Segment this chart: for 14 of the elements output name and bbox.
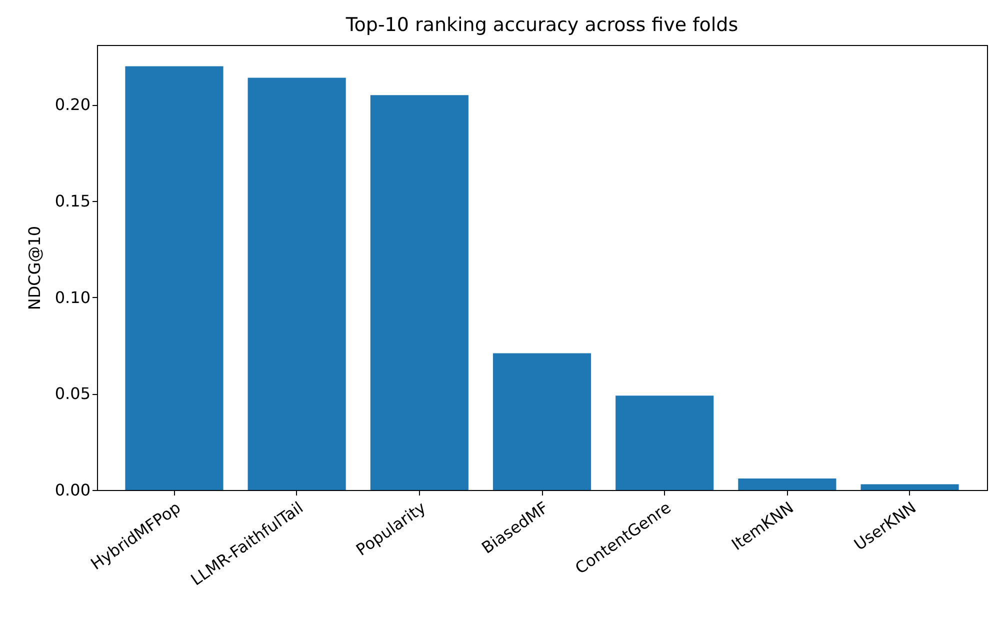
y-axis-title: NDCG@10 [24,226,44,310]
bar [738,478,836,490]
bar [492,353,592,490]
bar [370,95,468,490]
y-tick-label: 0.10 [54,288,90,307]
bar [248,78,346,490]
chart-title: Top-10 ranking accuracy across five folds [344,14,738,36]
bar [616,396,714,490]
y-tick-label: 0.20 [54,95,90,114]
y-tick-label: 0.15 [54,192,90,211]
y-tick-label: 0.05 [54,384,90,404]
bar [860,484,959,490]
bar [125,66,224,490]
y-tick-label: 0.00 [54,480,90,500]
